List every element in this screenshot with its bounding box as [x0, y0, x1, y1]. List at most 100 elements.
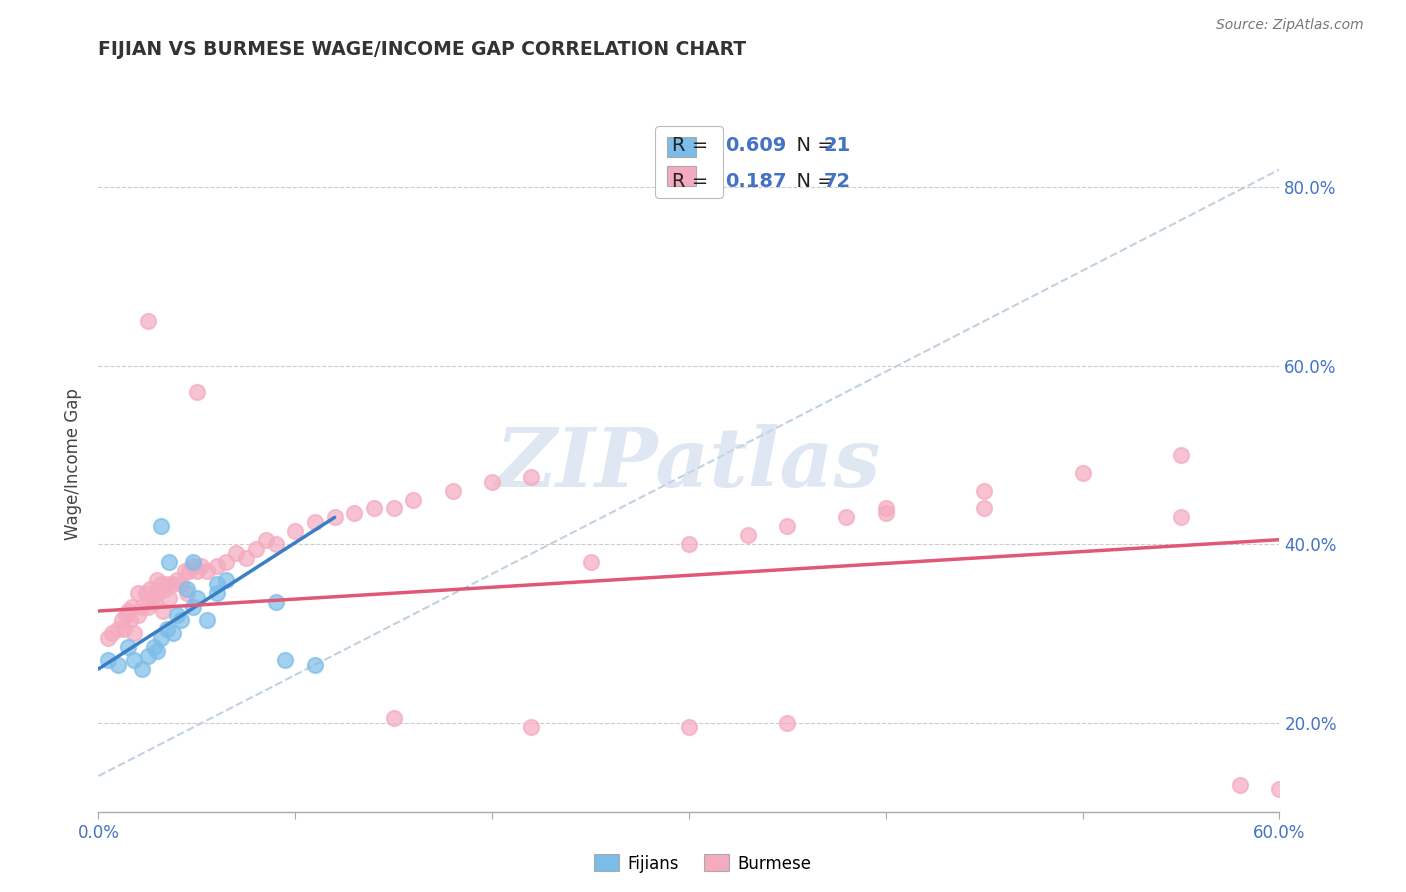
- Point: [186, 385, 208, 400]
- Text: FIJIAN VS BURMESE WAGE/INCOME GAP CORRELATION CHART: FIJIAN VS BURMESE WAGE/INCOME GAP CORREL…: [98, 40, 747, 59]
- Point: [174, 564, 197, 578]
- Point: [190, 559, 212, 574]
- Point: [520, 470, 543, 484]
- Point: [186, 564, 208, 578]
- Point: [274, 653, 297, 667]
- Point: [131, 662, 153, 676]
- Point: [363, 501, 385, 516]
- Point: [176, 586, 198, 600]
- Point: [150, 519, 173, 533]
- Point: [136, 648, 159, 663]
- Point: [107, 622, 129, 636]
- Point: [382, 501, 405, 516]
- Legend: Fijians, Burmese: Fijians, Burmese: [588, 847, 818, 880]
- Point: [150, 631, 173, 645]
- Point: [235, 550, 257, 565]
- Point: [215, 555, 238, 569]
- Point: [122, 653, 145, 667]
- Point: [737, 528, 759, 542]
- Point: [181, 559, 204, 574]
- Point: [973, 501, 995, 516]
- Point: [264, 595, 287, 609]
- Point: [162, 577, 184, 591]
- Point: [323, 510, 346, 524]
- Point: [481, 475, 503, 489]
- Point: [142, 595, 165, 609]
- Point: [181, 599, 204, 614]
- Point: [304, 657, 326, 672]
- Point: [131, 599, 153, 614]
- Point: [111, 613, 134, 627]
- Text: 21: 21: [824, 136, 851, 155]
- Y-axis label: Wage/Income Gap: Wage/Income Gap: [65, 388, 83, 540]
- Point: [142, 640, 165, 654]
- Point: [117, 604, 139, 618]
- Text: N =: N =: [785, 136, 841, 155]
- Text: Source: ZipAtlas.com: Source: ZipAtlas.com: [1216, 18, 1364, 32]
- Point: [195, 564, 218, 578]
- Point: [141, 591, 163, 605]
- Point: [225, 546, 247, 560]
- Point: [135, 586, 157, 600]
- Point: [157, 591, 180, 605]
- Point: [112, 622, 135, 636]
- Point: [127, 586, 149, 600]
- Point: [678, 720, 700, 734]
- Point: [118, 613, 141, 627]
- Point: [101, 626, 124, 640]
- Point: [205, 586, 228, 600]
- Text: R =: R =: [672, 172, 714, 192]
- Point: [170, 577, 193, 591]
- Point: [284, 524, 307, 538]
- Point: [304, 515, 326, 529]
- Point: [205, 577, 228, 591]
- Point: [146, 644, 169, 658]
- Point: [776, 715, 799, 730]
- Point: [107, 657, 129, 672]
- Point: [156, 577, 179, 591]
- Point: [177, 564, 200, 578]
- Text: 72: 72: [824, 172, 851, 192]
- Point: [776, 519, 799, 533]
- Point: [162, 626, 184, 640]
- Text: 0.187: 0.187: [725, 172, 787, 192]
- Point: [176, 582, 198, 596]
- Point: [875, 506, 897, 520]
- Point: [520, 720, 543, 734]
- Point: [157, 555, 180, 569]
- Point: [166, 608, 188, 623]
- Point: [186, 591, 208, 605]
- Point: [121, 599, 143, 614]
- Point: [254, 533, 277, 547]
- Text: R =: R =: [672, 136, 714, 155]
- Point: [115, 608, 138, 623]
- Point: [97, 653, 120, 667]
- Point: [835, 510, 858, 524]
- Point: [155, 582, 177, 596]
- Point: [343, 506, 366, 520]
- Point: [579, 555, 602, 569]
- Point: [127, 608, 149, 623]
- Point: [1170, 510, 1192, 524]
- Point: [166, 573, 188, 587]
- Point: [973, 483, 995, 498]
- Point: [136, 599, 159, 614]
- Point: [402, 492, 425, 507]
- Point: [1071, 466, 1094, 480]
- Point: [245, 541, 267, 556]
- Point: [1229, 778, 1251, 792]
- Point: [152, 604, 174, 618]
- Text: N =: N =: [785, 172, 841, 192]
- Point: [441, 483, 464, 498]
- Point: [170, 613, 193, 627]
- Point: [875, 501, 897, 516]
- Legend: , : ,: [655, 126, 723, 198]
- Point: [97, 631, 120, 645]
- Point: [195, 613, 218, 627]
- Point: [678, 537, 700, 551]
- Point: [215, 573, 238, 587]
- Point: [264, 537, 287, 551]
- Point: [156, 622, 179, 636]
- Point: [146, 586, 169, 600]
- Point: [117, 640, 139, 654]
